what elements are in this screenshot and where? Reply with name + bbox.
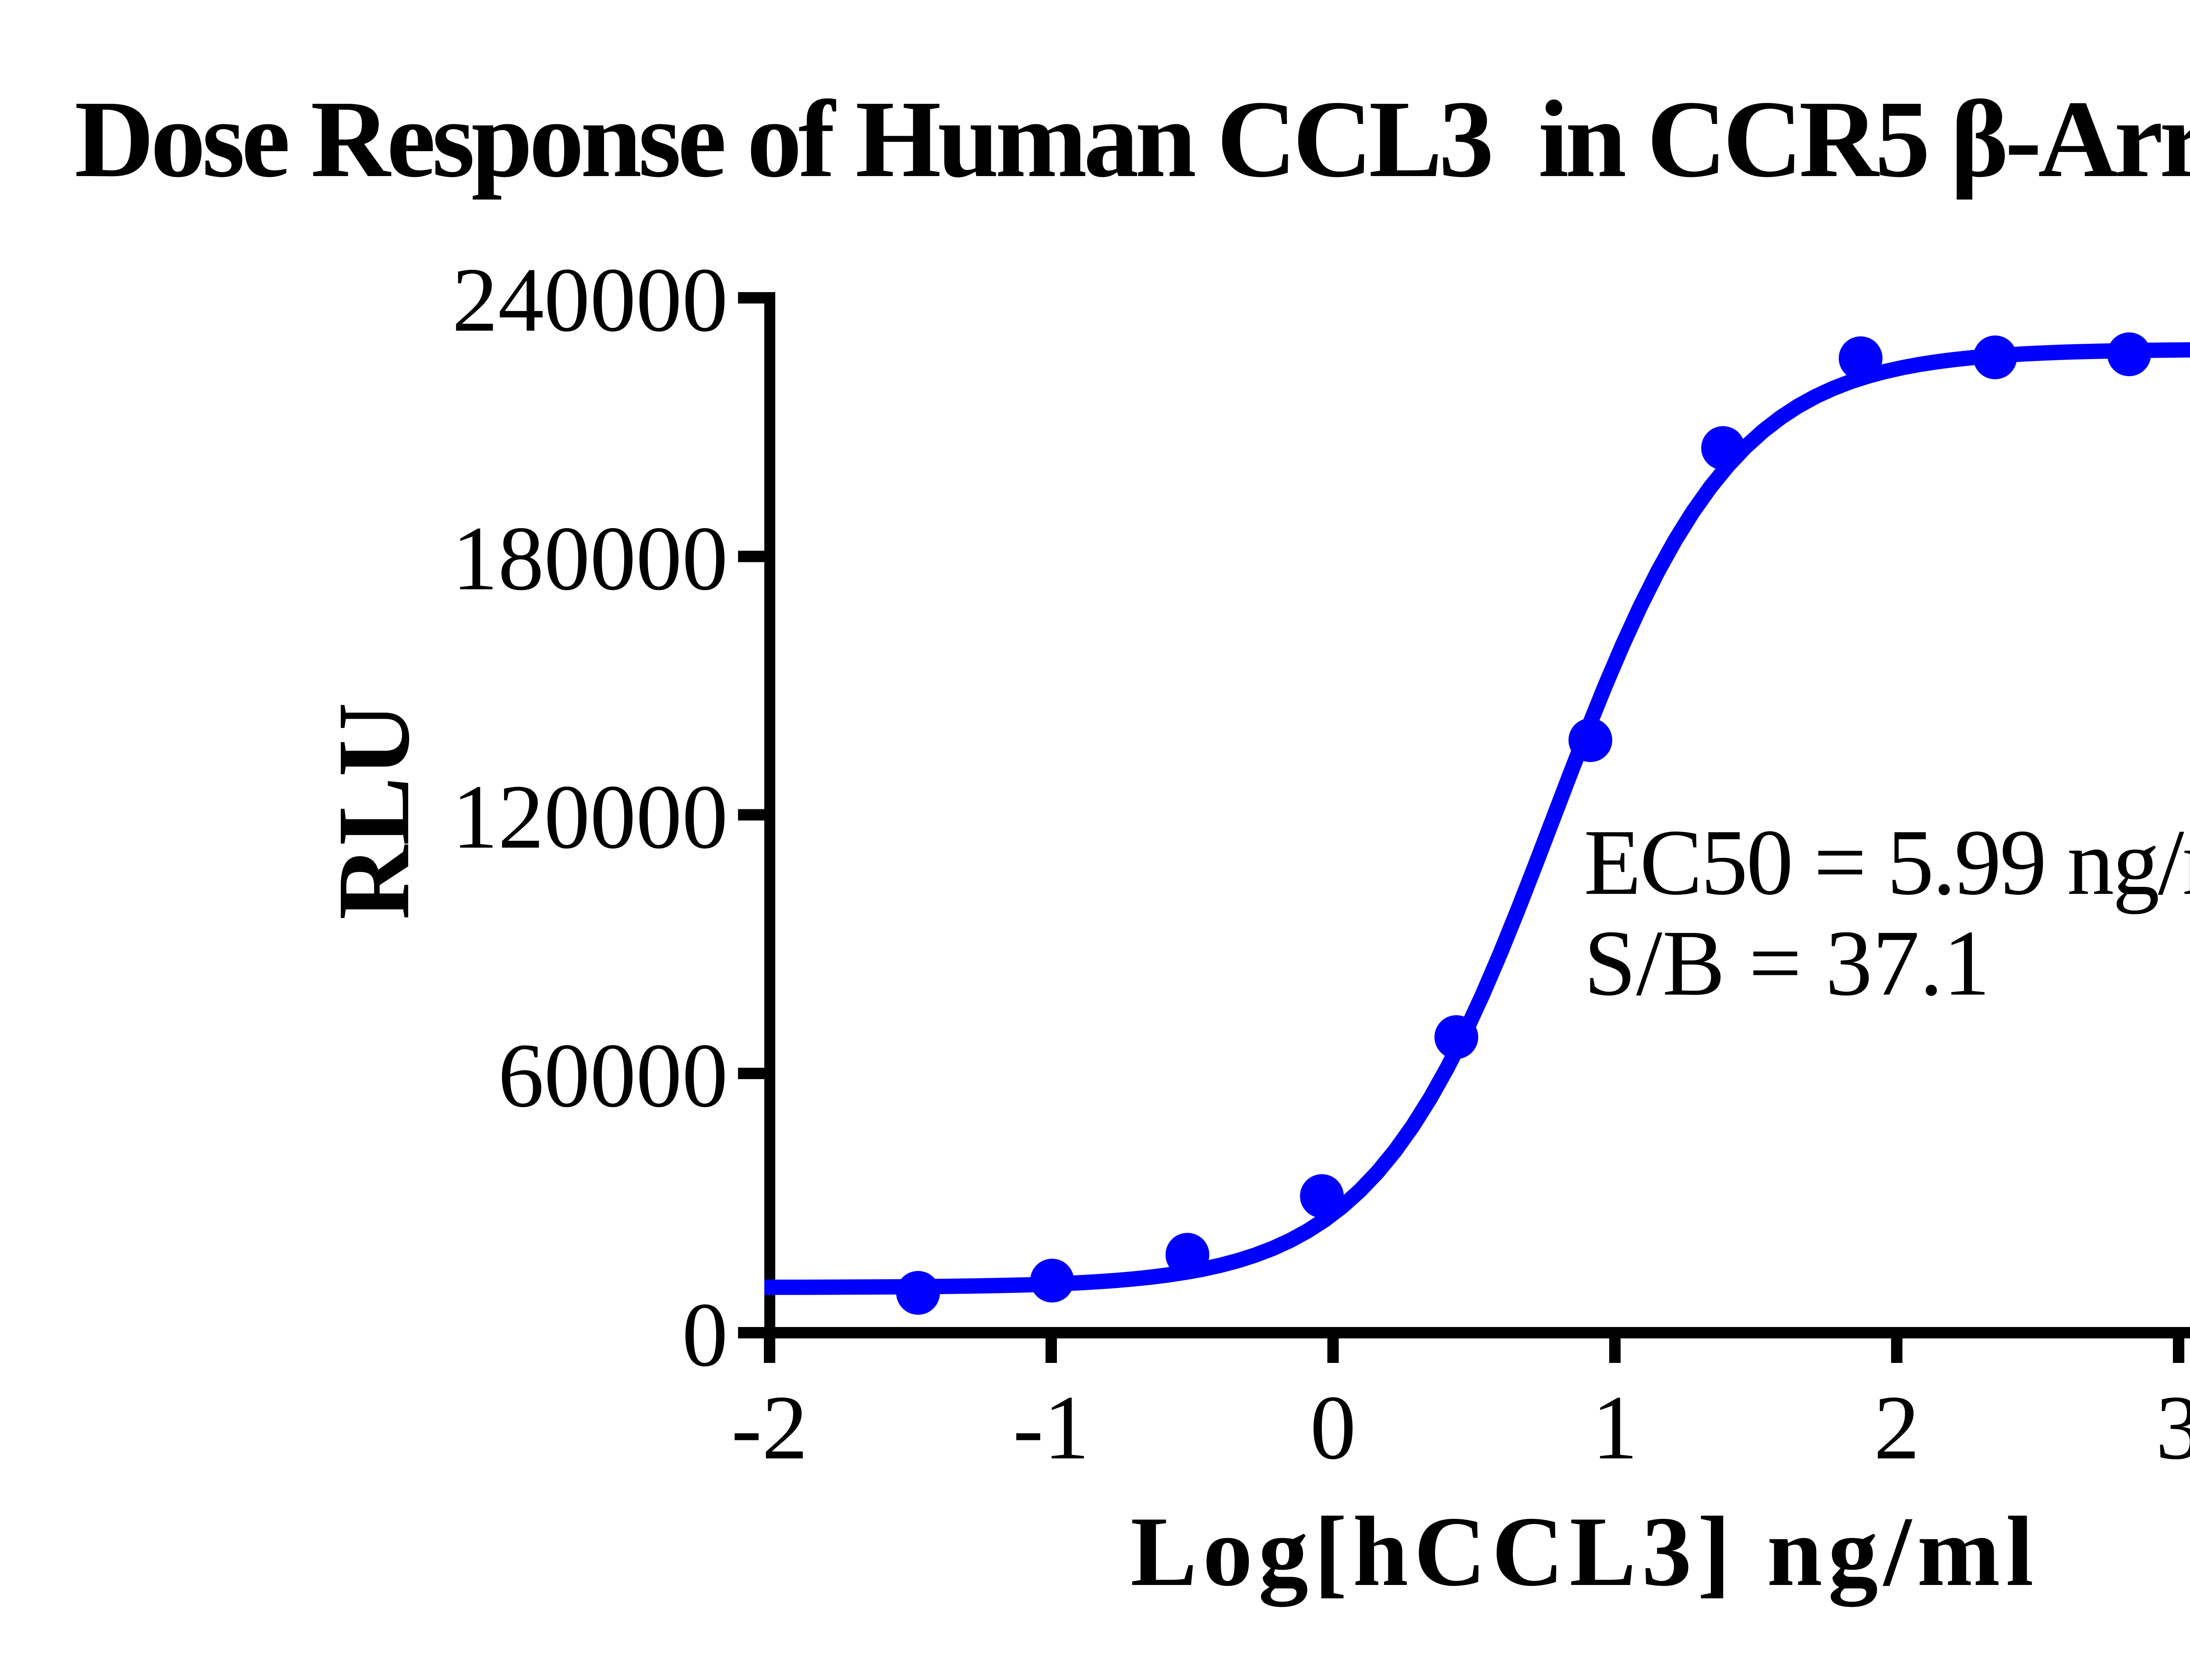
svg-text:Dose Response of Human CCL3 i: Dose Response of Human CCL3 in CCR5 β-Ar… — [74, 78, 2190, 200]
svg-text:60000: 60000 — [498, 1025, 728, 1126]
svg-text:240000: 240000 — [452, 249, 728, 351]
svg-text:S/B = 37.1: S/B = 37.1 — [1584, 911, 1990, 1015]
svg-text:3: 3 — [2156, 1377, 2190, 1479]
svg-text:-1: -1 — [1013, 1377, 1090, 1479]
svg-text:EC50 = 5.99 ng/ml: EC50 = 5.99 ng/ml — [1584, 810, 2190, 914]
svg-text:180000: 180000 — [452, 508, 728, 610]
svg-text:Log[hCCL3] ng/ml: Log[hCCL3] ng/ml — [1130, 1496, 2034, 1607]
svg-text:120000: 120000 — [452, 766, 728, 868]
svg-text:0: 0 — [1310, 1377, 1356, 1479]
svg-text:0: 0 — [682, 1284, 728, 1386]
svg-text:2: 2 — [1874, 1377, 1920, 1479]
svg-text:RLU: RLU — [317, 702, 431, 920]
svg-text:-2: -2 — [731, 1377, 808, 1479]
svg-text:1: 1 — [1592, 1377, 1638, 1479]
